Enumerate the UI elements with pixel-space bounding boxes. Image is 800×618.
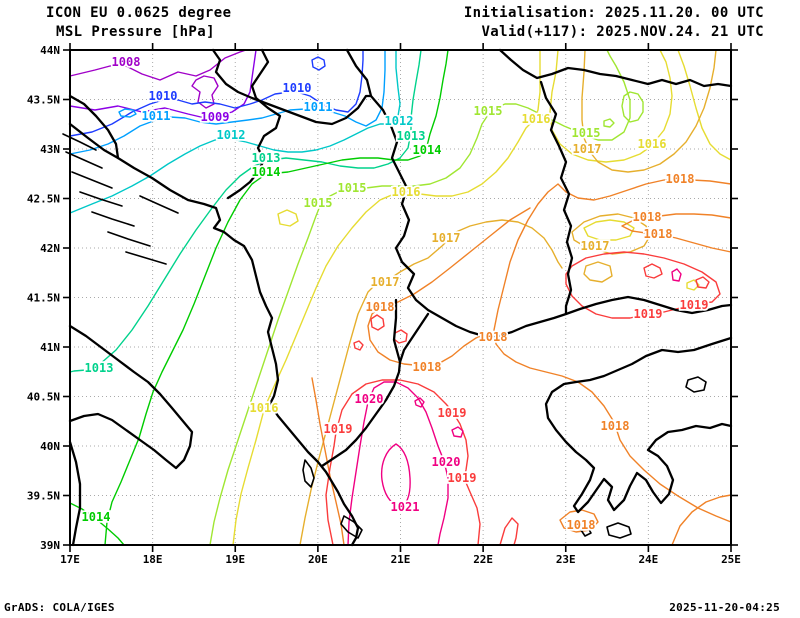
isobar-label: 1014 [413,143,442,157]
isobar-label: 1015 [474,104,503,118]
isobar-label: 1017 [371,275,400,289]
isobar-label: 1010 [149,89,178,103]
field-title: MSL Pressure [hPa] [56,24,215,40]
model-title: ICON EU 0.0625 degree [46,5,232,21]
grads-credit: GrADS: COLA/IGES [4,601,115,614]
lat-tick-label: 42.5N [27,193,60,206]
isobar-label: 1013 [85,361,114,375]
isobar-label: 1016 [250,401,279,415]
isobar-label: 1019 [634,307,663,321]
isobar-label: 1018 [633,210,662,224]
isobar-label: 1019 [438,406,467,420]
isobar-label: 1018 [366,300,395,314]
isobar-label: 1014 [82,510,111,524]
isobar-label: 1018 [601,419,630,433]
lon-tick-label: 23E [556,553,576,566]
isobar-label: 1016 [638,137,667,151]
lon-tick-label: 24E [638,553,658,566]
isobar-label: 1018 [567,518,596,532]
lat-tick-label: 41.5N [27,292,60,305]
border-drina [226,48,282,200]
lat-tick-label: 40N [40,440,60,453]
island-small [580,527,592,537]
isobar-labels: 1008101010101011101110091012101210131013… [80,53,710,534]
isobar-label: 1019 [324,422,353,436]
isobar-label: 1012 [217,128,246,142]
isobar-label: 1015 [338,181,367,195]
axis-labels: 17E 18E 19E 20E 21E 22E 23E 24E 25E 44N 43.5N 43N 42… [27,44,741,566]
valid-time: Valid(+117): 2025.NOV.24. 21 UTC [481,24,764,40]
isobar-label: 1013 [397,129,426,143]
lat-tick-label: 41N [40,341,60,354]
isobar-label: 1019 [448,471,477,485]
lon-tick-label: 21E [391,553,411,566]
isobar-label: 1014 [252,165,281,179]
isobar-label: 1013 [252,151,281,165]
isobar-label: 1016 [392,185,421,199]
lat-tick-label: 43.5N [27,94,60,107]
axis-ticks [63,43,738,552]
isobar-label: 1008 [112,55,141,69]
lon-tick-label: 19E [225,553,245,566]
border-bosnia-north [211,48,373,126]
lon-tick-label: 17E [60,553,80,566]
italy-coastline-south [68,440,82,547]
lat-tick-label: 44N [40,44,60,57]
border-albania-macedonia [392,298,402,364]
aegean-coastline [544,336,733,514]
island-lefkada [340,515,363,539]
isobar-label: 1012 [385,114,414,128]
isobar-label: 1015 [572,126,601,140]
lon-tick-label: 20E [308,553,328,566]
isobar-label: 1016 [522,112,551,126]
isobar-label: 1021 [391,500,420,514]
dalmatian-islands [62,133,179,265]
isobar-label: 1010 [283,81,312,95]
coastlines-borders [62,48,733,547]
island-limnos [606,522,632,539]
isobar-label: 1017 [432,231,461,245]
italy-coastline [68,324,194,470]
isobar-label: 1018 [479,330,508,344]
island-corfu [302,459,315,488]
lon-tick-label: 18E [143,553,163,566]
init-time: Initialisation: 2025.11.20. 00 UTC [463,5,764,21]
lat-tick-label: 40.5N [27,391,60,404]
creation-timestamp: 2025-11-20-04:25 [669,601,780,614]
isobar-label: 1020 [355,392,384,406]
isobar-label: 1020 [432,455,461,469]
lon-tick-label: 25E [721,553,741,566]
border-serbia [345,48,733,338]
isobar-label: 1017 [581,239,610,253]
adriatic-coastline [68,122,360,547]
isobar-label: 1011 [304,100,333,114]
isobar-label: 1018 [413,360,442,374]
lat-tick-label: 42N [40,242,60,255]
lon-tick-label: 22E [473,553,493,566]
isobar-lines [69,49,732,546]
isobar-label: 1019 [680,298,709,312]
danube-border [498,48,733,88]
isobar-label: 1011 [142,109,171,123]
lat-tick-label: 43N [40,143,60,156]
isobar-label: 1017 [573,142,602,156]
island-thasos [685,376,707,393]
isobar-label: 1018 [666,172,695,186]
isobar-label: 1009 [201,110,230,124]
border-albania-greece [320,312,430,468]
isobar-label: 1018 [644,227,673,241]
border-croatia-bosnia [68,94,120,160]
lat-tick-label: 39N [40,539,60,552]
border-serbia-bulgaria [539,80,574,316]
lat-tick-label: 39.5N [27,490,60,503]
isobar-label: 1015 [304,196,333,210]
